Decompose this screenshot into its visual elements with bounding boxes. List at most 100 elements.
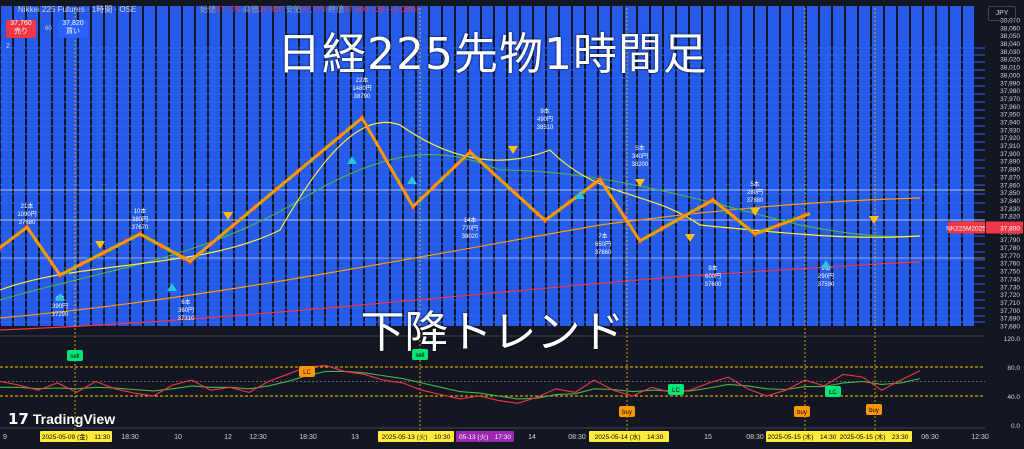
stripe-bar bbox=[638, 6, 649, 326]
signal-badge bbox=[619, 406, 635, 417]
zigzag-label-yen: 380円 bbox=[132, 216, 148, 223]
stripe-bar bbox=[235, 6, 246, 326]
time-tick: 13 bbox=[351, 434, 359, 441]
time-highlight bbox=[378, 431, 454, 442]
stripe-bar bbox=[144, 6, 155, 326]
stripe-bar bbox=[521, 6, 532, 326]
price-tick: 37,760 bbox=[1000, 261, 1020, 268]
zigzag-label-bars: 9本 bbox=[540, 107, 549, 115]
zigzag-label-bars: 21本 bbox=[21, 202, 34, 210]
stripe-bar bbox=[963, 6, 974, 326]
stripe-bar bbox=[534, 6, 545, 326]
ohlc-readout: 始値37,770 高値37,800 安値37,770 終値37,800 +30 … bbox=[200, 5, 420, 14]
signal-badge bbox=[866, 404, 882, 415]
stripe-bar bbox=[378, 6, 389, 326]
stripe-bar bbox=[352, 6, 363, 326]
quantity-field[interactable]: 60 bbox=[45, 26, 52, 32]
stripe-bar bbox=[612, 6, 623, 326]
zigzag-label-yen: 1480円 bbox=[352, 85, 371, 92]
zigzag-line bbox=[0, 115, 811, 277]
stripe-bar bbox=[937, 6, 948, 326]
price-tick: 37,990 bbox=[1000, 80, 1020, 87]
stripe-bar bbox=[859, 6, 870, 326]
ma-fast-line bbox=[0, 121, 921, 291]
zigzag-label-yen: 600円 bbox=[705, 273, 721, 280]
time-highlight-text: 2025-05-09 (金) 11:30 bbox=[42, 432, 111, 441]
price-tick: 37,740 bbox=[1000, 276, 1020, 283]
overlay-title: 日経225先物1時間足 bbox=[277, 29, 708, 80]
price-tick: 37,750 bbox=[1000, 269, 1020, 276]
signal-badge bbox=[825, 386, 841, 397]
stripe-bar bbox=[599, 6, 610, 326]
stripe-bar bbox=[716, 6, 727, 326]
stripe-bar bbox=[807, 6, 818, 326]
sell-triangle-icon bbox=[750, 208, 760, 216]
stripe-bar bbox=[287, 6, 298, 326]
stripe-bar bbox=[677, 6, 688, 326]
price-tick: 37,720 bbox=[1000, 292, 1020, 299]
sell-triangle-icon bbox=[869, 216, 879, 224]
stripe-bar bbox=[586, 6, 597, 326]
stripe-bar bbox=[1, 6, 12, 326]
zigzag-label-yen: 650円 bbox=[595, 241, 611, 248]
stripe-bar bbox=[430, 6, 441, 326]
tradingview-logo-icon: 𝟭𝟳 bbox=[8, 411, 29, 428]
stripe-bar bbox=[222, 6, 233, 326]
signal-badge bbox=[299, 366, 315, 377]
stripe-bar bbox=[742, 6, 753, 326]
current-price-text: 37,800 bbox=[1000, 226, 1020, 233]
buy-button[interactable]: 37,820 買い bbox=[58, 20, 88, 38]
price-tick: 37,680 bbox=[1000, 324, 1020, 331]
sell-triangle-icon bbox=[508, 146, 518, 154]
stripe-bar bbox=[196, 6, 207, 326]
time-tick: 08:30 bbox=[568, 434, 586, 441]
stripe-bar bbox=[170, 6, 181, 326]
zigzag-label-price: 37590 bbox=[818, 282, 835, 288]
signal-badge-label: sell bbox=[70, 354, 79, 360]
stripe-bar bbox=[131, 6, 142, 326]
zigzag-label-price: 37860 bbox=[595, 250, 612, 256]
stripe-bar bbox=[950, 6, 961, 326]
sell-button[interactable]: 37,760 売り bbox=[6, 20, 36, 38]
time-highlight-text: 05-13 (火) 17:30 bbox=[459, 434, 511, 441]
price-tick: 37,790 bbox=[1000, 237, 1020, 244]
indicator-count[interactable]: 2 bbox=[6, 43, 10, 50]
stripe-bar bbox=[781, 6, 792, 326]
zigzag-label-bars: 6本 bbox=[181, 298, 190, 306]
zigzag-label-bars: 5本 bbox=[750, 180, 759, 188]
price-tick: 37,700 bbox=[1000, 308, 1020, 315]
zigzag-label-price: 37680 bbox=[19, 220, 36, 226]
time-highlight bbox=[456, 431, 514, 442]
zigzag-label-price: 37290 bbox=[52, 312, 69, 318]
stripe-bar bbox=[209, 6, 220, 326]
time-tick: 12:30 bbox=[971, 434, 989, 441]
stripe-bar bbox=[339, 6, 350, 326]
price-tick: 37,770 bbox=[1000, 253, 1020, 260]
price-tick: 37,900 bbox=[1000, 151, 1020, 158]
symbol-tag-text: NK225M2025 bbox=[946, 226, 986, 233]
currency-button[interactable]: JPY bbox=[988, 6, 1016, 21]
zigzag-label-bars: 10本 bbox=[134, 207, 147, 215]
price-tick: 37,890 bbox=[1000, 159, 1020, 166]
time-highlight-text: 2025-05-13 (火) 10:30 bbox=[382, 434, 451, 441]
rsi-fast-line bbox=[0, 365, 921, 404]
stripe-bar bbox=[755, 6, 766, 326]
stripe-bar bbox=[898, 6, 909, 326]
signal-badge-label: LC bbox=[672, 388, 680, 394]
zigzag-label-bars: 22本 bbox=[356, 76, 369, 84]
stripe-bar bbox=[495, 6, 506, 326]
signal-badge-label: buy bbox=[797, 410, 807, 416]
stripe-bar bbox=[768, 6, 779, 326]
zigzag-label-bars: 7本 bbox=[598, 232, 607, 240]
ma-mid-line bbox=[0, 154, 921, 301]
stripe-bar bbox=[651, 6, 662, 326]
stripe-bar bbox=[92, 6, 103, 326]
sell-triangle-icon bbox=[685, 234, 695, 242]
price-tick: 38,040 bbox=[1000, 41, 1020, 48]
symbol-title[interactable]: Nikkei 225 Futures · 1時間 · OSE bbox=[18, 5, 137, 14]
price-tick: 38,010 bbox=[1000, 65, 1020, 72]
signal-badge-label: buy bbox=[869, 408, 879, 414]
tradingview-logo: 𝟭𝟳 TradingView bbox=[8, 411, 116, 428]
zigzag-label-yen: 770円 bbox=[462, 225, 478, 232]
